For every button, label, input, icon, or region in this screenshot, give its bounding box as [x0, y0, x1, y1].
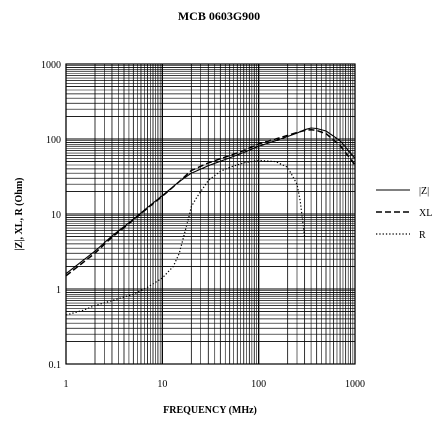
x-tick-label: 100: [251, 379, 266, 390]
y-tick-label: 10: [51, 210, 61, 221]
series-line-1: [65, 127, 356, 275]
y-tick-label: 100: [46, 135, 61, 146]
legend-label: R: [419, 230, 426, 241]
legend: |Z| XL R: [376, 186, 432, 241]
y-axis-label: |Z|, XL, R (Ohm): [14, 177, 25, 250]
legend-label: XL: [419, 208, 432, 219]
series-line-2: [65, 128, 356, 277]
plot-grid: [65, 63, 356, 365]
y-tick-label: 0.1: [49, 360, 62, 371]
legend-label: |Z|: [419, 186, 429, 197]
y-tick-label: 1000: [41, 60, 61, 71]
x-tick-label: 1000: [345, 379, 365, 390]
x-tick-label: 1: [64, 379, 69, 390]
x-tick-label: 10: [157, 379, 167, 390]
series-line-3: [65, 159, 306, 316]
chart-title: MCB 0603G900: [178, 9, 260, 23]
plot-frame: [65, 63, 356, 365]
y-tick-label: 1: [56, 285, 61, 296]
plot-series: [65, 127, 356, 316]
x-axis-label: FREQUENCY (MHz): [163, 405, 257, 416]
